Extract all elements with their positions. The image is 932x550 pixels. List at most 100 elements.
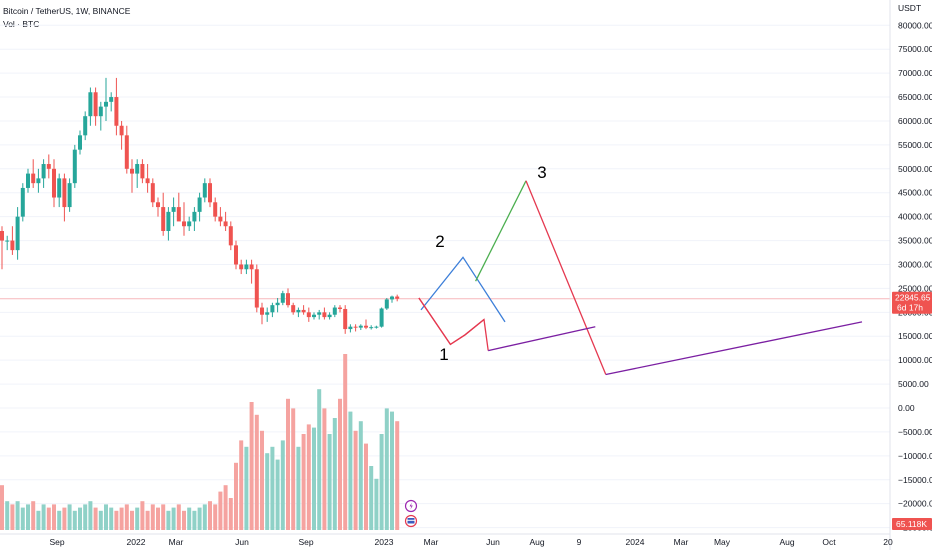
candle xyxy=(140,159,145,184)
volume-bar xyxy=(109,507,114,530)
time-tick: Oct xyxy=(822,537,836,547)
candle xyxy=(244,259,249,275)
candle xyxy=(197,192,202,222)
candle-body xyxy=(312,314,316,318)
candle xyxy=(161,192,166,236)
volume-bar xyxy=(156,507,160,530)
volume-bar xyxy=(88,501,93,530)
volume-bar xyxy=(124,504,129,530)
volume-bar xyxy=(67,504,72,530)
candle-body xyxy=(135,164,140,174)
price-tick: 70000.00 xyxy=(898,68,932,78)
candle-body xyxy=(192,211,197,222)
candle xyxy=(358,324,363,331)
price-tick: −15000.00 xyxy=(898,475,932,485)
candle xyxy=(291,302,296,315)
candle-body xyxy=(353,326,358,328)
volume-bar xyxy=(322,408,327,530)
candle-body xyxy=(197,197,202,212)
candle xyxy=(395,294,400,302)
volume-bar xyxy=(338,398,342,530)
price-tick: 65000.00 xyxy=(898,92,932,102)
candle xyxy=(109,92,114,112)
candle-body xyxy=(296,309,301,313)
projection-line[interactable] xyxy=(418,297,489,351)
volume-bar xyxy=(343,354,348,530)
candle-body xyxy=(270,305,275,313)
volume-bar xyxy=(31,501,36,530)
time-tick: Mar xyxy=(674,537,689,547)
candle-body xyxy=(78,135,82,150)
candle-body xyxy=(208,183,212,203)
time-tick: 20 xyxy=(883,537,893,547)
volume-bar xyxy=(83,504,88,530)
candle xyxy=(223,211,228,231)
volume-bar xyxy=(358,421,363,530)
volume-bar xyxy=(280,440,285,530)
volume-bar xyxy=(150,504,155,530)
last-price-badge xyxy=(892,291,932,314)
volume-bar xyxy=(114,510,119,530)
candle-body xyxy=(260,307,264,315)
projection-line[interactable] xyxy=(475,180,527,282)
volume-bar xyxy=(15,501,20,530)
candle xyxy=(390,295,394,303)
side-icons xyxy=(404,499,418,528)
candle-body xyxy=(239,264,244,270)
projection-line[interactable] xyxy=(525,180,607,375)
candle xyxy=(145,164,150,193)
last-price-value: 22845.65 xyxy=(895,293,931,303)
candle xyxy=(83,111,88,141)
candle-body xyxy=(0,230,4,241)
candle-body xyxy=(171,207,176,212)
volume-bar xyxy=(353,430,358,530)
candle xyxy=(36,168,41,193)
candle xyxy=(343,305,348,334)
price-tick: 80000.00 xyxy=(898,20,932,30)
volume-bar xyxy=(254,414,259,530)
grid xyxy=(0,24,890,529)
volume-label: Vol · BTC xyxy=(3,19,40,29)
volume-bar xyxy=(228,498,233,530)
wave-annotations: 1 2 3 xyxy=(435,163,546,364)
candle-body xyxy=(301,309,306,313)
price-tick: 55000.00 xyxy=(898,140,932,150)
candle xyxy=(192,207,197,231)
candle xyxy=(275,297,280,313)
price-tick: 10000.00 xyxy=(898,355,932,365)
candle-body xyxy=(317,312,322,315)
volume-bar xyxy=(187,507,192,530)
volume-bar xyxy=(93,507,98,530)
volume-bar xyxy=(62,507,67,530)
volume-bar xyxy=(317,389,322,530)
projection-line[interactable] xyxy=(418,297,485,346)
candle-body xyxy=(187,221,192,227)
candle-body xyxy=(72,149,77,184)
candle xyxy=(332,305,337,318)
candle xyxy=(265,307,270,322)
candle xyxy=(15,207,20,260)
candle-body xyxy=(88,92,93,117)
volume-bar xyxy=(296,446,301,530)
candle-body xyxy=(26,173,30,188)
wave-label-3: 3 xyxy=(537,163,546,182)
candle-body xyxy=(291,305,296,313)
price-tick: 50000.00 xyxy=(898,164,932,174)
volume-bar xyxy=(171,507,176,530)
time-axis: Sep 2022 Mar Jun Sep 2023 Mar Jun Aug 9 2024 Mar May… xyxy=(0,533,893,547)
candle xyxy=(374,325,379,329)
time-tick: Sep xyxy=(49,537,64,547)
volume-bar xyxy=(135,507,140,530)
candle xyxy=(187,216,192,231)
projection-line[interactable] xyxy=(488,326,596,352)
volume-bar xyxy=(166,510,171,530)
volume-bar xyxy=(161,504,166,530)
projection-line[interactable] xyxy=(420,256,506,323)
projection-line[interactable] xyxy=(605,321,863,376)
candle-body xyxy=(338,307,342,309)
candle-body xyxy=(62,178,67,208)
volume-bar xyxy=(379,434,384,530)
candle xyxy=(130,159,134,193)
candle xyxy=(166,207,171,241)
